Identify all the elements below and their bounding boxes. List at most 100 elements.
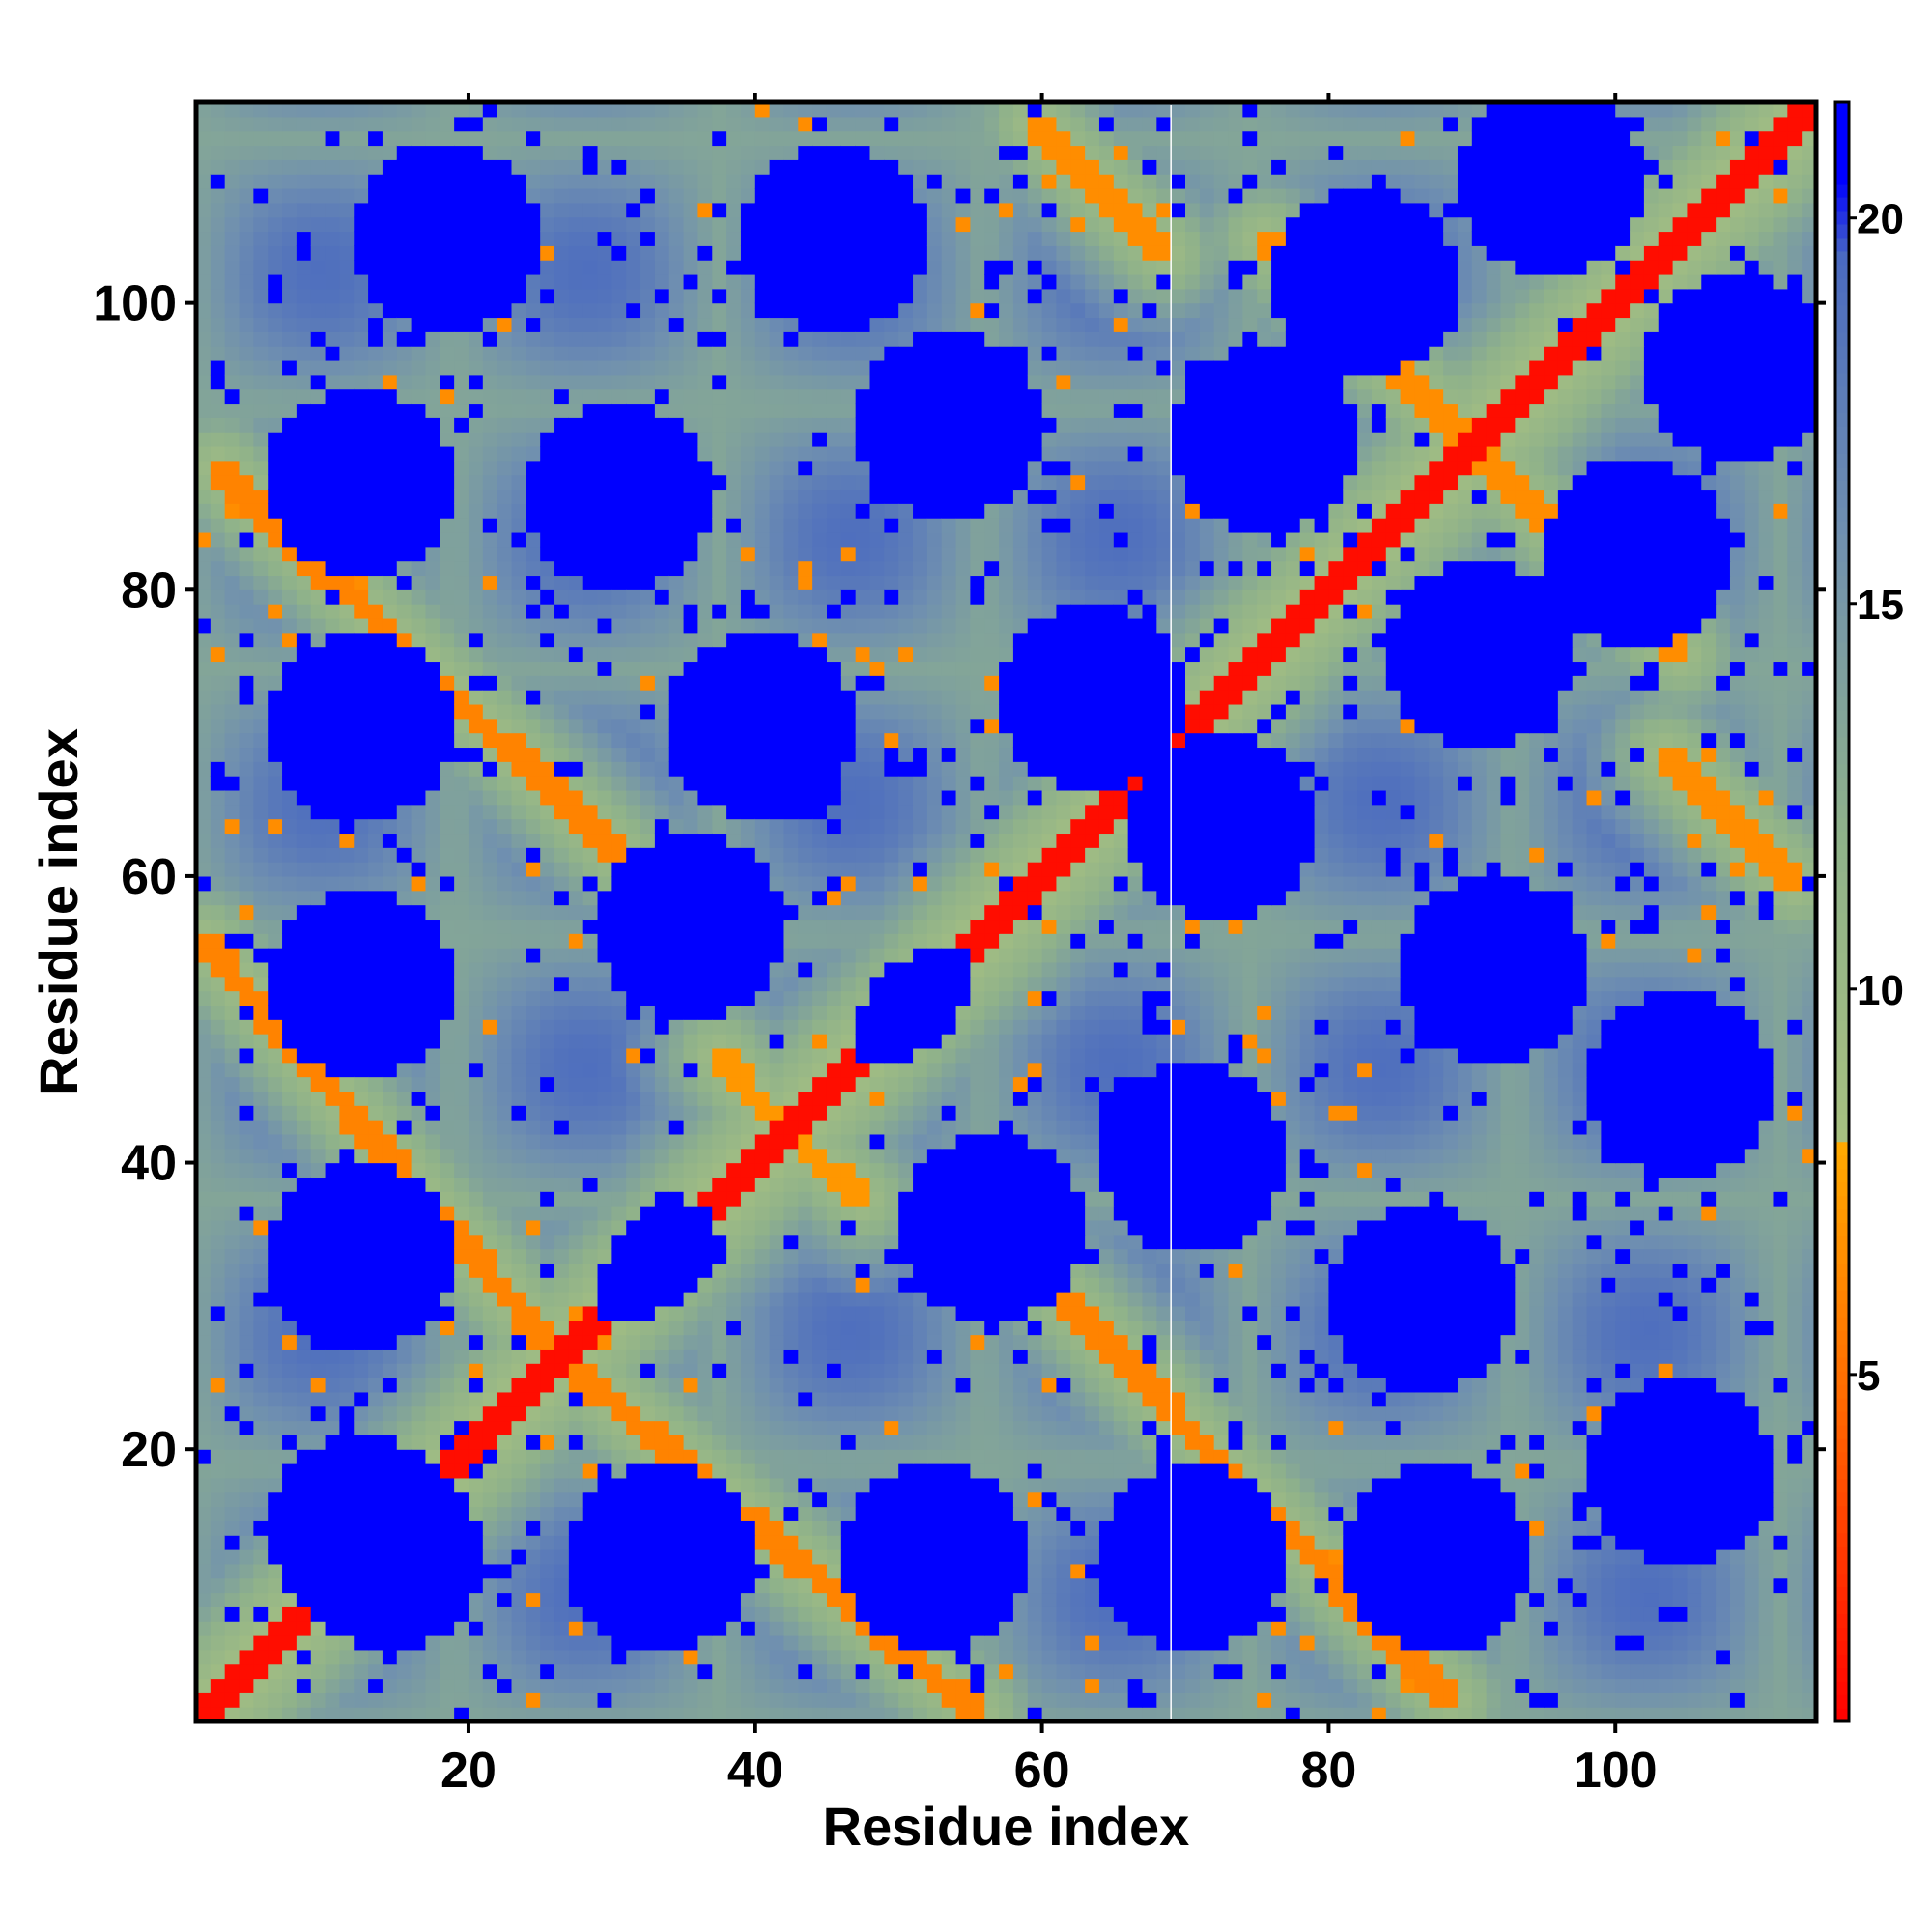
heatmap-cell [239, 818, 254, 835]
heatmap-cell [1085, 1506, 1100, 1521]
heatmap-cell [210, 445, 226, 462]
heatmap-cell [1429, 1649, 1444, 1665]
heatmap-cell [526, 460, 541, 476]
heatmap-cell [368, 1492, 384, 1508]
heatmap-cell [396, 116, 412, 132]
heatmap-cell [339, 1592, 355, 1607]
heatmap-cell [339, 245, 355, 261]
heatmap-cell [354, 273, 369, 290]
heatmap-cell [511, 575, 526, 590]
heatmap-cell [382, 1506, 398, 1521]
heatmap-cell [640, 1363, 656, 1378]
heatmap-cell [1802, 1378, 1817, 1393]
heatmap-cell [497, 1420, 513, 1435]
heatmap-cell [411, 145, 427, 160]
heatmap-cell [296, 260, 312, 275]
heatmap-cell [611, 1707, 627, 1722]
heatmap-cell [268, 1076, 283, 1092]
heatmap-cell [1744, 1563, 1760, 1579]
heatmap-cell [798, 1406, 813, 1422]
heatmap-cell [368, 990, 384, 1007]
heatmap-cell [898, 1577, 914, 1594]
heatmap-cell [382, 961, 398, 978]
heatmap-cell [440, 904, 455, 921]
heatmap-cell [482, 933, 498, 949]
heatmap-cell [282, 661, 298, 676]
heatmap-cell [1515, 1563, 1530, 1579]
heatmap-cell [1802, 1621, 1817, 1636]
heatmap-cell [396, 388, 412, 405]
heatmap-cell [1199, 1406, 1215, 1422]
heatmap-cell [1630, 1606, 1645, 1622]
heatmap-cell [282, 833, 298, 848]
heatmap-cell [526, 1320, 541, 1336]
heatmap-cell [224, 1349, 241, 1364]
heatmap-cell [1557, 1577, 1574, 1594]
heatmap-cell [582, 1663, 599, 1680]
heatmap-cell [368, 1678, 384, 1693]
heatmap-cell [282, 202, 298, 218]
heatmap-cell [196, 1206, 212, 1221]
heatmap-cell [368, 804, 384, 820]
heatmap-cell [526, 231, 541, 246]
heatmap-cell [268, 976, 283, 992]
heatmap-cell [1098, 1678, 1115, 1693]
heatmap-cell [425, 1219, 440, 1236]
heatmap-cell [640, 1635, 656, 1651]
heatmap-cell [540, 589, 555, 605]
heatmap-cell [325, 690, 341, 705]
heatmap-cell [354, 346, 369, 361]
heatmap-cell [210, 1005, 226, 1020]
heatmap-cell [1529, 1535, 1545, 1550]
heatmap-cell [325, 1577, 341, 1594]
heatmap-cell [568, 1520, 584, 1536]
heatmap-cell [310, 818, 327, 835]
heatmap-cell [1357, 1678, 1373, 1693]
heatmap-cell [196, 1463, 212, 1479]
heatmap-cell [425, 245, 440, 261]
heatmap-cell [454, 1520, 469, 1536]
heatmap-cell [454, 604, 469, 619]
heatmap-cell [382, 1678, 398, 1693]
heatmap-cell [411, 231, 427, 246]
heatmap-cell [1457, 1520, 1473, 1536]
heatmap-cell [339, 747, 355, 762]
heatmap-cell [840, 1635, 857, 1651]
heatmap-cell [511, 1105, 526, 1121]
heatmap-cell [1156, 1563, 1172, 1579]
heatmap-cell [411, 374, 427, 390]
heatmap-cell [382, 302, 398, 319]
heatmap-cell [1113, 1535, 1129, 1550]
heatmap-cell [840, 1535, 857, 1550]
heatmap-cell [1672, 1520, 1689, 1536]
heatmap-cell [1443, 1406, 1459, 1422]
heatmap-cell [411, 388, 427, 405]
heatmap-cell [268, 833, 283, 848]
heatmap-cell [1701, 1621, 1717, 1636]
heatmap-cell [310, 847, 327, 863]
heatmap-cell [354, 575, 369, 590]
heatmap-cell [1716, 1678, 1731, 1693]
heatmap-cell [1615, 1391, 1631, 1407]
heatmap-cell [296, 1391, 312, 1407]
heatmap-cell [812, 1621, 828, 1636]
heatmap-cell [325, 102, 341, 118]
heatmap-cell [354, 489, 369, 504]
heatmap-cell [282, 1577, 298, 1594]
heatmap-cell [210, 1292, 226, 1307]
heatmap-cell [468, 231, 484, 246]
heatmap-cell [754, 1535, 771, 1550]
heatmap-cell [712, 1449, 727, 1464]
heatmap-cell [296, 703, 312, 720]
heatmap-cell [339, 1005, 355, 1020]
heatmap-cell [310, 789, 327, 806]
heatmap-cell [454, 789, 469, 806]
heatmap-cell [1529, 1592, 1545, 1607]
heatmap-cell [1041, 1520, 1058, 1536]
heatmap-cell [396, 1248, 412, 1264]
heatmap-cell [440, 919, 455, 934]
heatmap-cell [368, 747, 384, 762]
heatmap-cell [999, 1577, 1014, 1594]
heatmap-cell [325, 703, 341, 720]
heatmap-cell [955, 1449, 971, 1464]
